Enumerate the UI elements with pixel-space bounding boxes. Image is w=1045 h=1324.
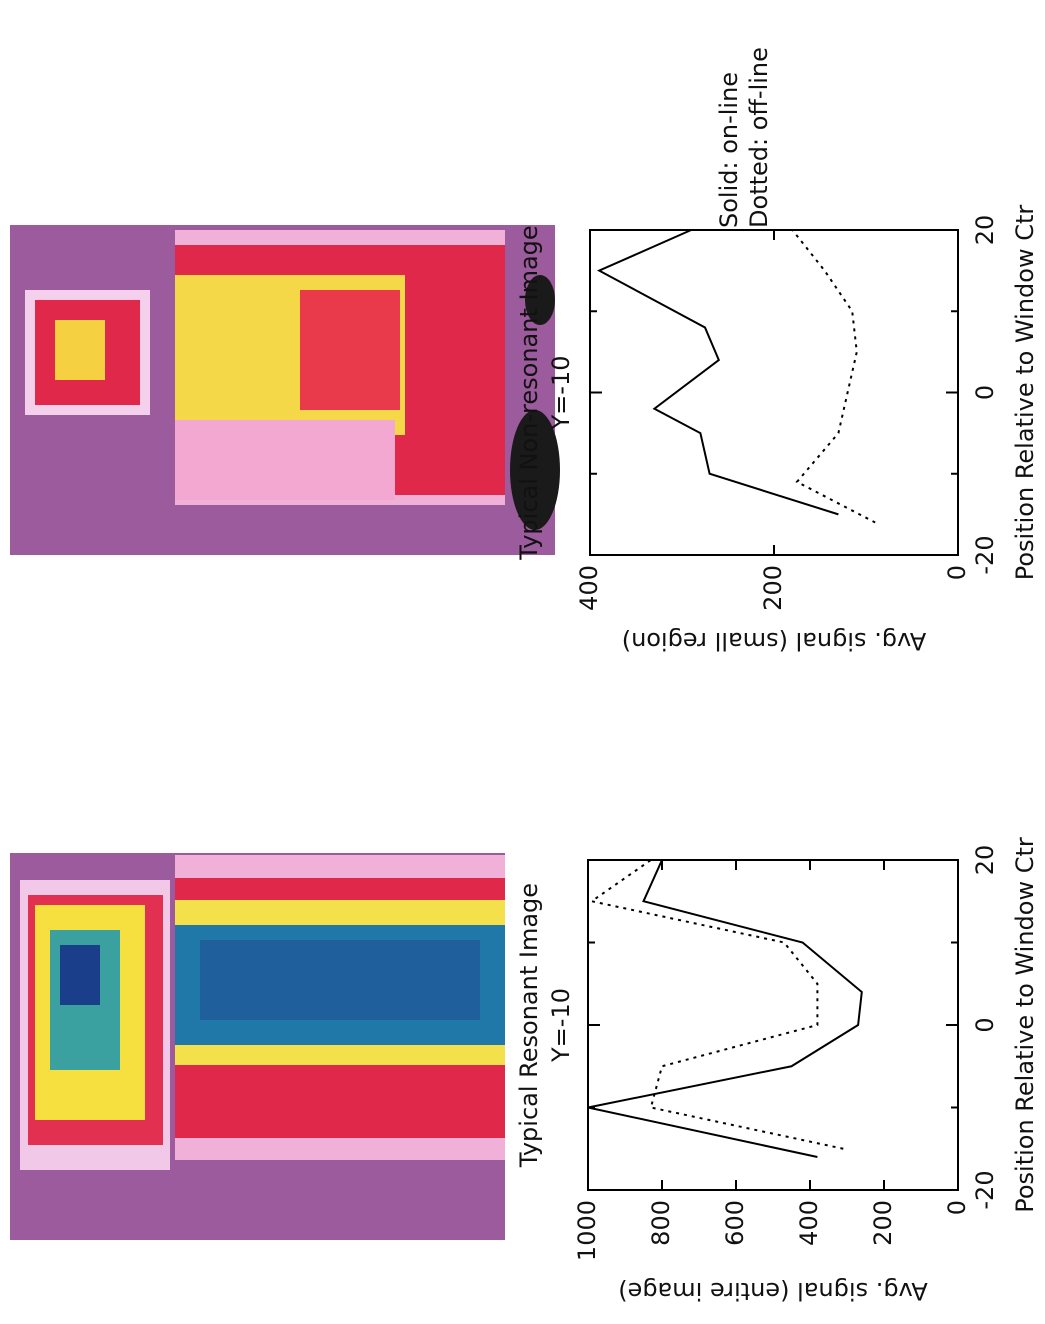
data-line [791, 229, 876, 524]
chart-title: Typical Non-resonant Image [515, 225, 543, 560]
x-tick-label: 0 [971, 1017, 999, 1032]
y-tick-label: 200 [869, 1200, 897, 1246]
x-tick-label: 0 [971, 385, 999, 400]
y-tick-label: 1000 [573, 1200, 601, 1261]
x-axis-label: Position Relative to Window Ctr [1011, 837, 1039, 1213]
y-tick-label: 0 [943, 565, 971, 580]
y-tick-label: 400 [575, 565, 603, 611]
data-line [589, 859, 844, 1150]
legend-entry: Solid: on-line [715, 72, 743, 228]
plot-frame [587, 859, 959, 1191]
legend-entry: Dotted: off-line [745, 47, 773, 228]
y-axis-label: Avg. signal (entire image) [618, 1277, 928, 1305]
y-axis-label: Avg. signal (small region) [622, 627, 927, 655]
x-axis-label: Position Relative to Window Ctr [1011, 205, 1039, 581]
chart-subtitle: Y=-10 [547, 988, 575, 1063]
x-tick-label: -20 [971, 1170, 999, 1209]
y-tick-label: 0 [943, 1200, 971, 1215]
x-tick-label: -20 [971, 535, 999, 574]
y-tick-label: 400 [795, 1200, 823, 1246]
data-line [596, 229, 839, 516]
plot-frame [589, 229, 959, 556]
chart-subtitle: Y=-10 [547, 356, 575, 431]
x-tick-label: 20 [971, 215, 999, 246]
chart-title: Typical Resonant Image [515, 883, 543, 1168]
non-resonant-image [10, 225, 560, 555]
y-tick-label: 800 [647, 1200, 675, 1246]
y-tick-label: 600 [721, 1200, 749, 1246]
data-line [587, 859, 863, 1158]
y-tick-label: 200 [759, 565, 787, 611]
x-tick-label: 20 [971, 845, 999, 876]
resonant-image [10, 853, 505, 1240]
